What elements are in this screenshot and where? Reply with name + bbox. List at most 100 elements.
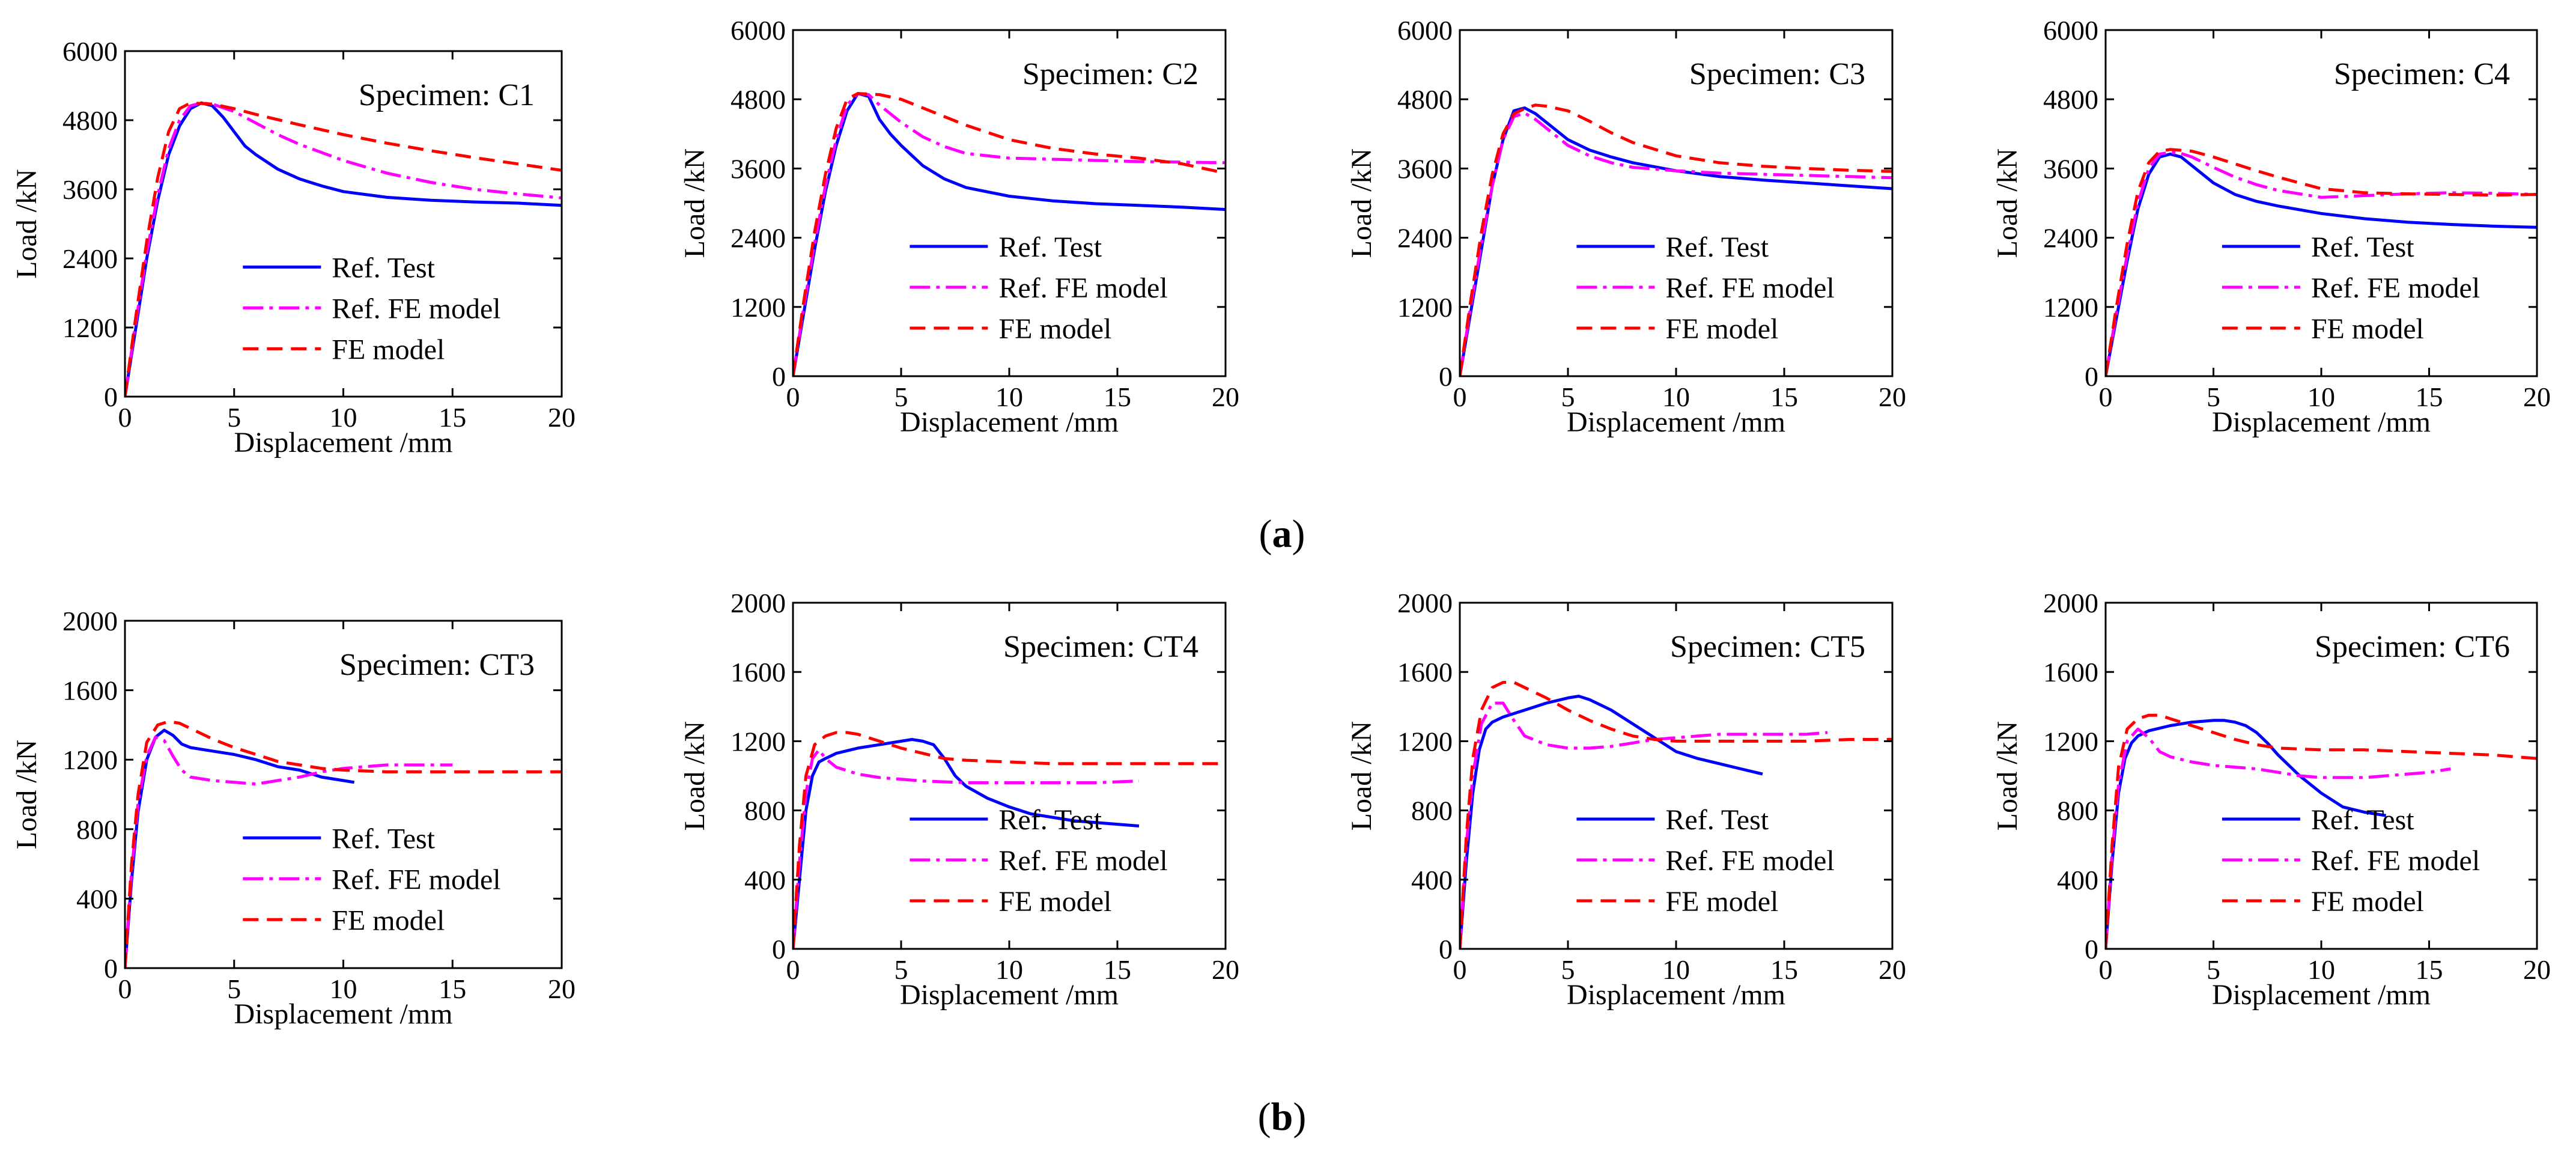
y-axis-label: Load /kN [1346,721,1378,831]
x-tick-label: 15 [1104,954,1131,985]
x-tick-label: 0 [1453,382,1467,412]
x-axis-label: Displacement /mm [234,427,453,459]
y-tick-label: 4800 [62,105,118,136]
y-tick-label: 2400 [731,223,786,254]
series-line-ref-fe-model [1460,111,1892,376]
chart-title: Specimen: C2 [1022,57,1198,91]
chart-7: 0 5 10 15 20 0 400 800 1200 1600 2000 Displacement … [1346,588,1906,1011]
y-tick-label: 2000 [731,588,786,618]
y-tick-label: 0 [772,934,786,965]
series-group [2106,148,2537,376]
x-tick-label: 0 [2099,954,2113,985]
legend-label-ref-test: Ref. Test [332,252,435,284]
y-tick-label: 1200 [2043,292,2098,323]
x-tick-label: 5 [1561,954,1575,985]
legend-label-ref-test: Ref. Test [998,804,1102,836]
legend: Ref. Test Ref. FE model FE model [1576,804,1835,918]
x-tick-label: 0 [786,382,800,412]
y-tick-label: 1600 [1397,657,1453,687]
y-tick-label: 800 [1411,796,1453,826]
chart-title: Specimen: C3 [1689,57,1865,91]
y-tick-label: 2000 [62,606,118,636]
y-tick-label: 1200 [1397,726,1453,757]
series-group [793,731,1226,949]
y-tick-label: 6000 [731,15,786,46]
x-tick-label: 0 [1453,954,1467,985]
legend-label-fe-model: FE model [2311,886,2424,918]
y-tick-label: 2400 [62,243,118,274]
series-line-fe-model [125,720,562,968]
y-tick-label: 3600 [1397,153,1453,184]
x-tick-label: 20 [2523,382,2551,412]
legend-label-ref-fe-model: Ref. FE model [998,272,1167,304]
series-line-ref-fe-model [1460,701,1828,949]
x-tick-label: 15 [1770,382,1798,412]
legend: Ref. Test Ref. FE model FE model [910,231,1168,345]
series-line-ref-test [1460,695,1763,949]
chart-6: 0 5 10 15 20 0 400 800 1200 1600 2000 Displacement … [679,588,1239,1011]
x-tick-label: 5 [895,954,908,985]
series-line-ref-test [2106,719,2387,949]
series-line-fe-model [2106,713,2537,949]
series-group [125,101,562,397]
chart-1: 0 5 10 15 20 0 1200 2400 3600 4800 6000 Displacemen… [11,36,576,459]
legend: Ref. Test Ref. FE model FE model [243,823,501,936]
series-line-fe-model [793,731,1226,949]
y-tick-label: 0 [2085,361,2098,392]
legend: Ref. Test Ref. FE model FE model [1576,231,1835,345]
series-line-ref-fe-model [125,736,453,968]
x-tick-label: 10 [995,954,1023,985]
chart-title: Specimen: CT4 [1003,630,1198,664]
series-line-ref-fe-model [2106,727,2451,949]
x-tick-label: 5 [227,402,241,433]
series-line-ref-test [793,738,1140,949]
x-axis-label: Displacement /mm [1567,406,1785,438]
legend-label-ref-fe-model: Ref. FE model [998,845,1167,877]
y-tick-label: 0 [772,361,786,392]
legend-label-ref-test: Ref. Test [2311,804,2414,836]
y-tick-label: 1200 [2043,726,2098,757]
x-tick-label: 5 [2207,382,2220,412]
x-tick-label: 20 [1212,954,1239,985]
x-tick-label: 0 [2099,382,2113,412]
x-tick-label: 20 [1879,954,1906,985]
x-tick-label: 5 [1561,382,1575,412]
chart-2: 0 5 10 15 20 0 1200 2400 3600 4800 6000 Displacemen… [679,15,1239,438]
y-tick-label: 1600 [731,657,786,687]
x-tick-label: 20 [1879,382,1906,412]
y-tick-label: 800 [76,814,118,845]
y-tick-label: 2400 [2043,223,2098,254]
x-tick-label: 10 [2307,382,2335,412]
x-tick-label: 15 [439,974,466,1004]
chart-3: 0 5 10 15 20 0 1200 2400 3600 4800 6000 Displacemen… [1346,15,1906,438]
series-line-fe-model [125,101,562,397]
legend-label-ref-test: Ref. Test [1665,804,1769,836]
legend-label-ref-fe-model: Ref. FE model [1665,845,1834,877]
y-tick-label: 2000 [1397,588,1453,618]
y-tick-label: 3600 [62,174,118,205]
legend-label-fe-model: FE model [998,313,1111,345]
y-tick-label: 400 [76,883,118,914]
chart-title: Specimen: CT6 [2315,630,2510,664]
y-tick-label: 4800 [731,84,786,115]
y-axis-label: Load /kN [11,740,43,850]
y-tick-label: 800 [2057,796,2098,826]
y-tick-label: 4800 [1397,84,1453,115]
chart-title: Specimen: C4 [2334,57,2510,91]
x-tick-label: 20 [548,974,576,1004]
x-axis-label: Displacement /mm [234,998,453,1030]
x-axis-label: Displacement /mm [2212,406,2431,438]
y-tick-label: 2000 [2043,588,2098,618]
caption-b: (b) [1258,1095,1307,1139]
series-line-ref-fe-model [125,101,562,397]
chart-title: Specimen: CT5 [1670,630,1865,664]
y-tick-label: 0 [104,953,118,984]
y-tick-label: 0 [1439,934,1453,965]
y-tick-label: 4800 [2043,84,2098,115]
legend-label-ref-fe-model: Ref. FE model [1665,272,1834,304]
y-tick-label: 2400 [1397,223,1453,254]
series-line-ref-test [125,728,355,968]
series-group [1460,681,1892,949]
series-line-ref-test [2106,152,2537,376]
y-tick-label: 1200 [62,745,118,775]
